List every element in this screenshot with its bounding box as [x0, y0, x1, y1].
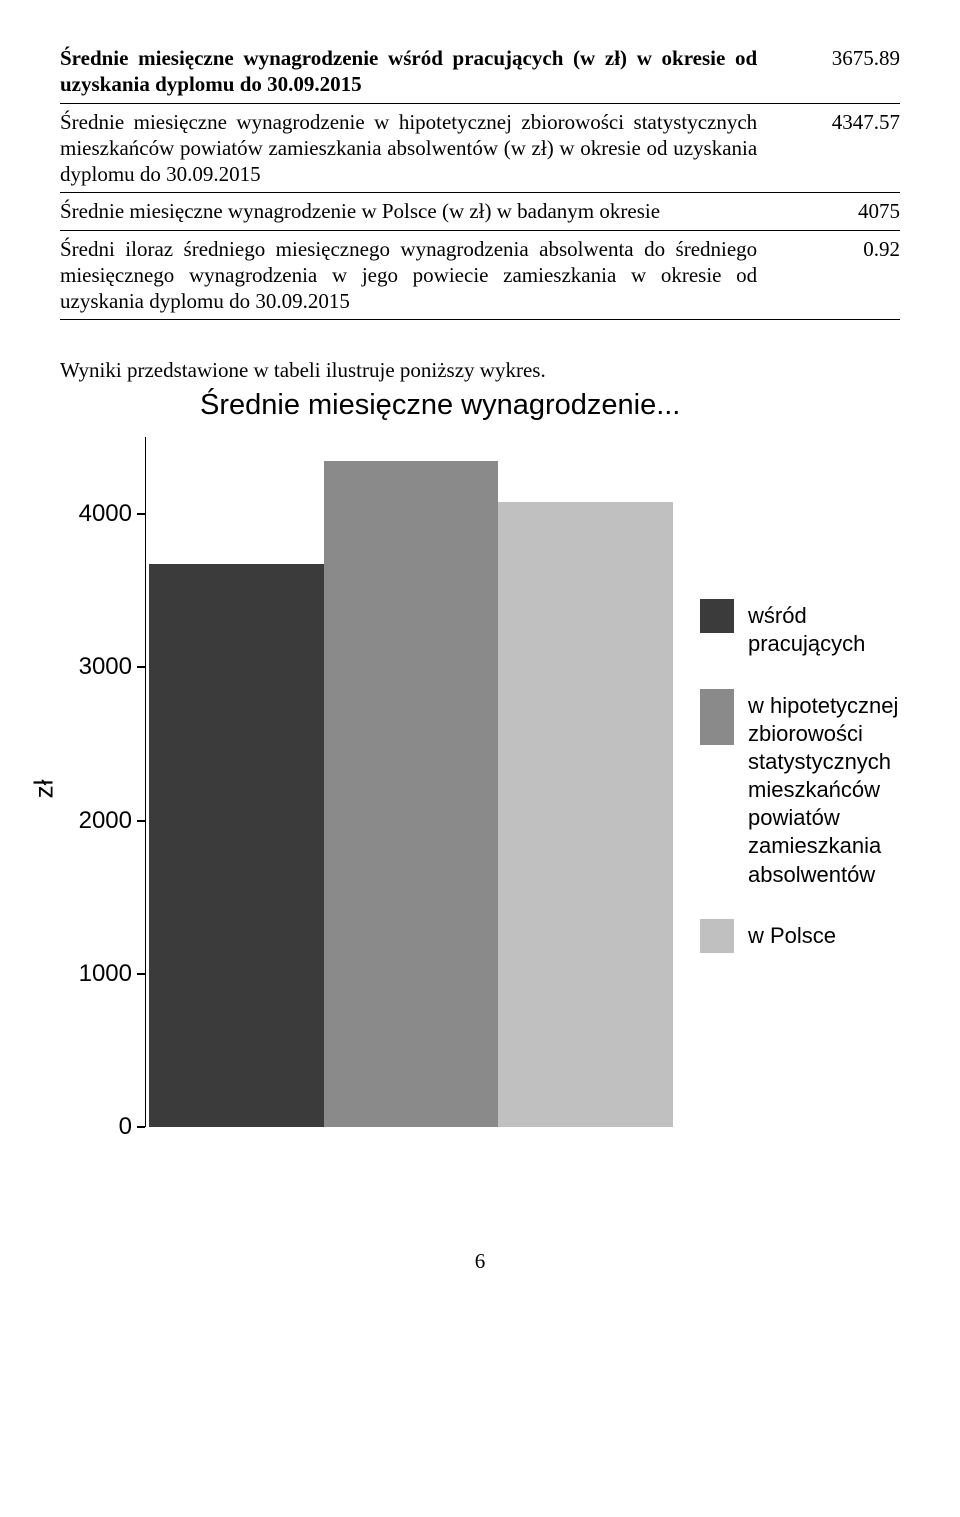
data-table: Średnie miesięczne wynagrodzenie wśród p…	[60, 40, 900, 320]
legend-label: w hipotetycznejzbiorowościstatystycznych…	[748, 689, 898, 889]
y-tick	[137, 973, 145, 975]
chart-caption: Wyniki przedstawione w tabeli ilustruje …	[60, 358, 900, 383]
y-tick	[137, 820, 145, 822]
legend-item: wśródpracujących	[700, 599, 960, 658]
table-row: Średnie miesięczne wynagrodzenie w hipot…	[60, 103, 900, 193]
chart-title: Średnie miesięczne wynagrodzenie...	[200, 389, 680, 422]
bar	[498, 502, 673, 1127]
bars-container	[145, 437, 675, 1127]
plot-area	[145, 437, 675, 1127]
table-cell-label: Średni iloraz średniego miesięcznego wyn…	[60, 230, 757, 320]
legend-item: w hipotetycznejzbiorowościstatystycznych…	[700, 689, 960, 889]
table-cell-value: 4075	[757, 193, 900, 230]
y-axis-label: zł	[29, 780, 60, 799]
y-tick	[137, 513, 145, 515]
bar	[149, 564, 324, 1128]
table-cell-value: 3675.89	[757, 40, 900, 103]
y-tick	[137, 1126, 145, 1128]
legend-swatch	[700, 689, 734, 745]
legend-swatch	[700, 599, 734, 633]
y-tick-label: 3000	[60, 653, 132, 681]
y-tick	[137, 666, 145, 668]
page-number: 6	[60, 1249, 900, 1274]
table-cell-value: 4347.57	[757, 103, 900, 193]
y-tick-label: 0	[60, 1113, 132, 1141]
table-row: Średnie miesięczne wynagrodzenie w Polsc…	[60, 193, 900, 230]
y-tick-label: 1000	[60, 960, 132, 988]
legend-swatch	[700, 919, 734, 953]
table-row: Średni iloraz średniego miesięcznego wyn…	[60, 230, 900, 320]
table-body: Średnie miesięczne wynagrodzenie wśród p…	[60, 40, 900, 320]
bar-chart: Średnie miesięczne wynagrodzenie... zł w…	[60, 389, 900, 1189]
bar	[324, 461, 499, 1128]
legend-label: wśródpracujących	[748, 599, 865, 658]
table-cell-label: Średnie miesięczne wynagrodzenie wśród p…	[60, 40, 757, 103]
table-cell-label: Średnie miesięczne wynagrodzenie w hipot…	[60, 103, 757, 193]
y-tick-label: 4000	[60, 500, 132, 528]
y-tick-label: 2000	[60, 807, 132, 835]
table-cell-value: 0.92	[757, 230, 900, 320]
table-cell-label: Średnie miesięczne wynagrodzenie w Polsc…	[60, 193, 757, 230]
legend-item: w Polsce	[700, 919, 960, 953]
legend-label: w Polsce	[748, 919, 836, 950]
legend: wśródpracujących w hipotetycznejzbiorowoś…	[700, 599, 960, 982]
table-row: Średnie miesięczne wynagrodzenie wśród p…	[60, 40, 900, 103]
